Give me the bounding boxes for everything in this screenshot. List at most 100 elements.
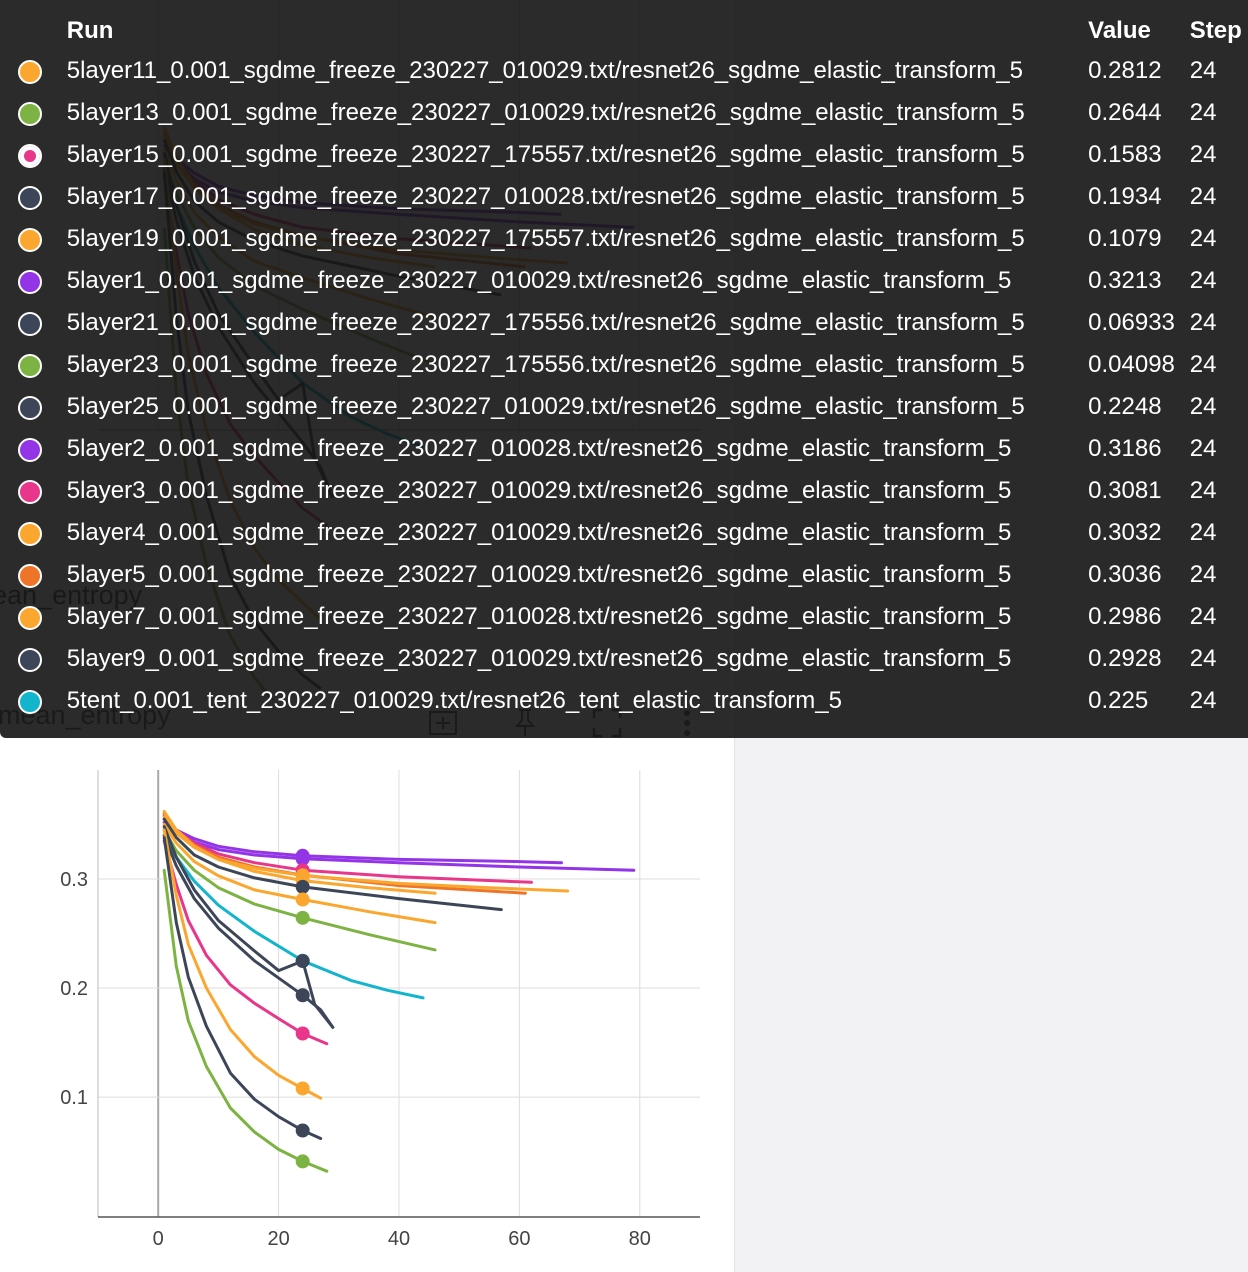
tooltip-row: 5layer2_0.001_sgdme_freeze_230227_010028… (0, 428, 1248, 470)
series-line (162, 825, 335, 1029)
step-cell: 24 (1189, 393, 1217, 420)
run-name-cell: 5layer19_0.001_sgdme_freeze_230227_17555… (66, 225, 1025, 252)
step-cell: 24 (1189, 519, 1217, 546)
series-color-cell (0, 386, 67, 428)
highlight-point (295, 988, 310, 1003)
series-color-cell (0, 92, 67, 134)
value-cell: 0.2644 (1088, 99, 1162, 126)
value-cell: 0.3186 (1088, 435, 1162, 462)
step-column-header: Step (1189, 17, 1242, 44)
series-color-dot (18, 143, 42, 168)
series-color-cell (0, 134, 67, 176)
tooltip-row: 5tent_0.001_tent_230227_010029.txt/resne… (0, 680, 1248, 722)
highlight-point (295, 1081, 310, 1096)
tooltip-rows: 5layer11_0.001_sgdme_freeze_230227_01002… (0, 50, 1248, 722)
step-cell: 24 (1189, 351, 1217, 378)
color-column-header (0, 12, 67, 50)
tooltip-row: 5layer21_0.001_sgdme_freeze_230227_17555… (0, 302, 1248, 344)
step-cell: 24 (1189, 309, 1217, 336)
series-color-cell (0, 50, 67, 92)
tooltip-row: 5layer1_0.001_sgdme_freeze_230227_010029… (0, 260, 1248, 302)
value-cell: 0.2986 (1088, 603, 1162, 630)
series-line (162, 833, 335, 1029)
step-cell: 24 (1189, 645, 1217, 672)
tooltip-row: 5layer4_0.001_sgdme_freeze_230227_010029… (0, 512, 1248, 554)
x-tick-label: 0 (153, 1228, 164, 1250)
highlight-point (295, 910, 310, 925)
series-color-dot (18, 479, 42, 504)
tooltip-row: 5layer15_0.001_sgdme_freeze_230227_17555… (0, 134, 1248, 176)
run-name-cell: 5layer11_0.001_sgdme_freeze_230227_01002… (66, 57, 1023, 84)
series-color-cell (0, 512, 67, 554)
value-cell: 0.3032 (1088, 519, 1162, 546)
step-cell: 24 (1189, 561, 1217, 588)
series-color-dot (18, 311, 42, 336)
x-tick-label: 20 (267, 1228, 289, 1250)
step-cell: 24 (1189, 57, 1217, 84)
series-color-dot (18, 437, 42, 462)
tooltip-row: 5layer23_0.001_sgdme_freeze_230227_17555… (0, 344, 1248, 386)
series-color-dot (18, 689, 42, 714)
series-color-dot (18, 521, 42, 546)
series-color-cell (0, 680, 67, 722)
step-cell: 24 (1189, 99, 1217, 126)
series-line (162, 823, 437, 925)
value-cell: 0.1079 (1088, 225, 1162, 252)
tooltip-row: 5layer19_0.001_sgdme_freeze_230227_17555… (0, 218, 1248, 260)
run-name-cell: 5layer25_0.001_sgdme_freeze_230227_01002… (66, 393, 1025, 420)
x-tick-label: 60 (508, 1228, 530, 1250)
value-cell: 0.2248 (1088, 393, 1162, 420)
x-tick-label: 80 (629, 1228, 651, 1250)
run-name-cell: 5layer5_0.001_sgdme_freeze_230227_010029… (66, 561, 1012, 588)
value-cell: 0.3036 (1088, 561, 1162, 588)
run-name-cell: 5layer13_0.001_sgdme_freeze_230227_01002… (66, 99, 1025, 126)
run-name-cell: 5layer3_0.001_sgdme_freeze_230227_010029… (66, 477, 1012, 504)
run-name-cell: 5tent_0.001_tent_230227_010029.txt/resne… (66, 687, 842, 714)
series-line (162, 839, 329, 1046)
run-name-cell: 5layer15_0.001_sgdme_freeze_230227_17555… (66, 141, 1025, 168)
run-name-cell: 5layer21_0.001_sgdme_freeze_230227_17555… (66, 309, 1025, 336)
series-line (162, 836, 323, 1140)
series-color-cell (0, 218, 67, 260)
line-chart[interactable]: 0 20 40 60 80 0.1 0.2 0.3 (0, 740, 734, 1272)
run-name-cell: 5layer23_0.001_sgdme_freeze_230227_17555… (66, 351, 1025, 378)
tooltip-row: 5layer13_0.001_sgdme_freeze_230227_01002… (0, 92, 1248, 134)
series-color-cell (0, 344, 67, 386)
y-tick-label: 0.1 (60, 1087, 88, 1109)
value-cell: 0.3081 (1088, 477, 1162, 504)
tooltip-row: 5layer5_0.001_sgdme_freeze_230227_010029… (0, 554, 1248, 596)
tooltip-row: 5layer3_0.001_sgdme_freeze_230227_010029… (0, 470, 1248, 512)
run-name-cell: 5layer4_0.001_sgdme_freeze_230227_010029… (66, 519, 1012, 546)
tooltip-row: 5layer25_0.001_sgdme_freeze_230227_01002… (0, 386, 1248, 428)
value-cell: 0.06933 (1088, 309, 1175, 336)
step-cell: 24 (1189, 267, 1217, 294)
tooltip-table: Run Value Step 5layer11_0.001_sgdme_free… (0, 12, 1248, 722)
series-line (162, 809, 437, 895)
step-cell: 24 (1189, 687, 1217, 714)
series-color-dot (18, 605, 42, 630)
highlight-point (295, 954, 310, 969)
y-tick-label: 0.3 (60, 869, 88, 891)
highlight-point (295, 1026, 310, 1041)
highlight-point (295, 892, 310, 907)
value-cell: 0.2812 (1088, 57, 1162, 84)
series-line (162, 828, 323, 1100)
tooltip-row: 5layer17_0.001_sgdme_freeze_230227_01002… (0, 176, 1248, 218)
step-cell: 24 (1189, 183, 1217, 210)
series-color-dot (18, 353, 42, 378)
series-color-dot (18, 395, 42, 420)
value-cell: 0.04098 (1088, 351, 1175, 378)
tooltip-row: 5layer11_0.001_sgdme_freeze_230227_01002… (0, 50, 1248, 92)
tooltip-header-row: Run Value Step (0, 12, 1248, 50)
series-color-dot (18, 269, 42, 294)
step-cell: 24 (1189, 141, 1217, 168)
series-line (162, 817, 503, 912)
series-line (162, 815, 570, 893)
run-name-cell: 5layer7_0.001_sgdme_freeze_230227_010028… (66, 603, 1012, 630)
series-color-cell (0, 638, 67, 680)
run-name-cell: 5layer17_0.001_sgdme_freeze_230227_01002… (66, 183, 1025, 210)
step-cell: 24 (1189, 477, 1217, 504)
series-color-cell (0, 470, 67, 512)
series-color-dot (18, 185, 42, 210)
series-color-dot (18, 59, 42, 84)
